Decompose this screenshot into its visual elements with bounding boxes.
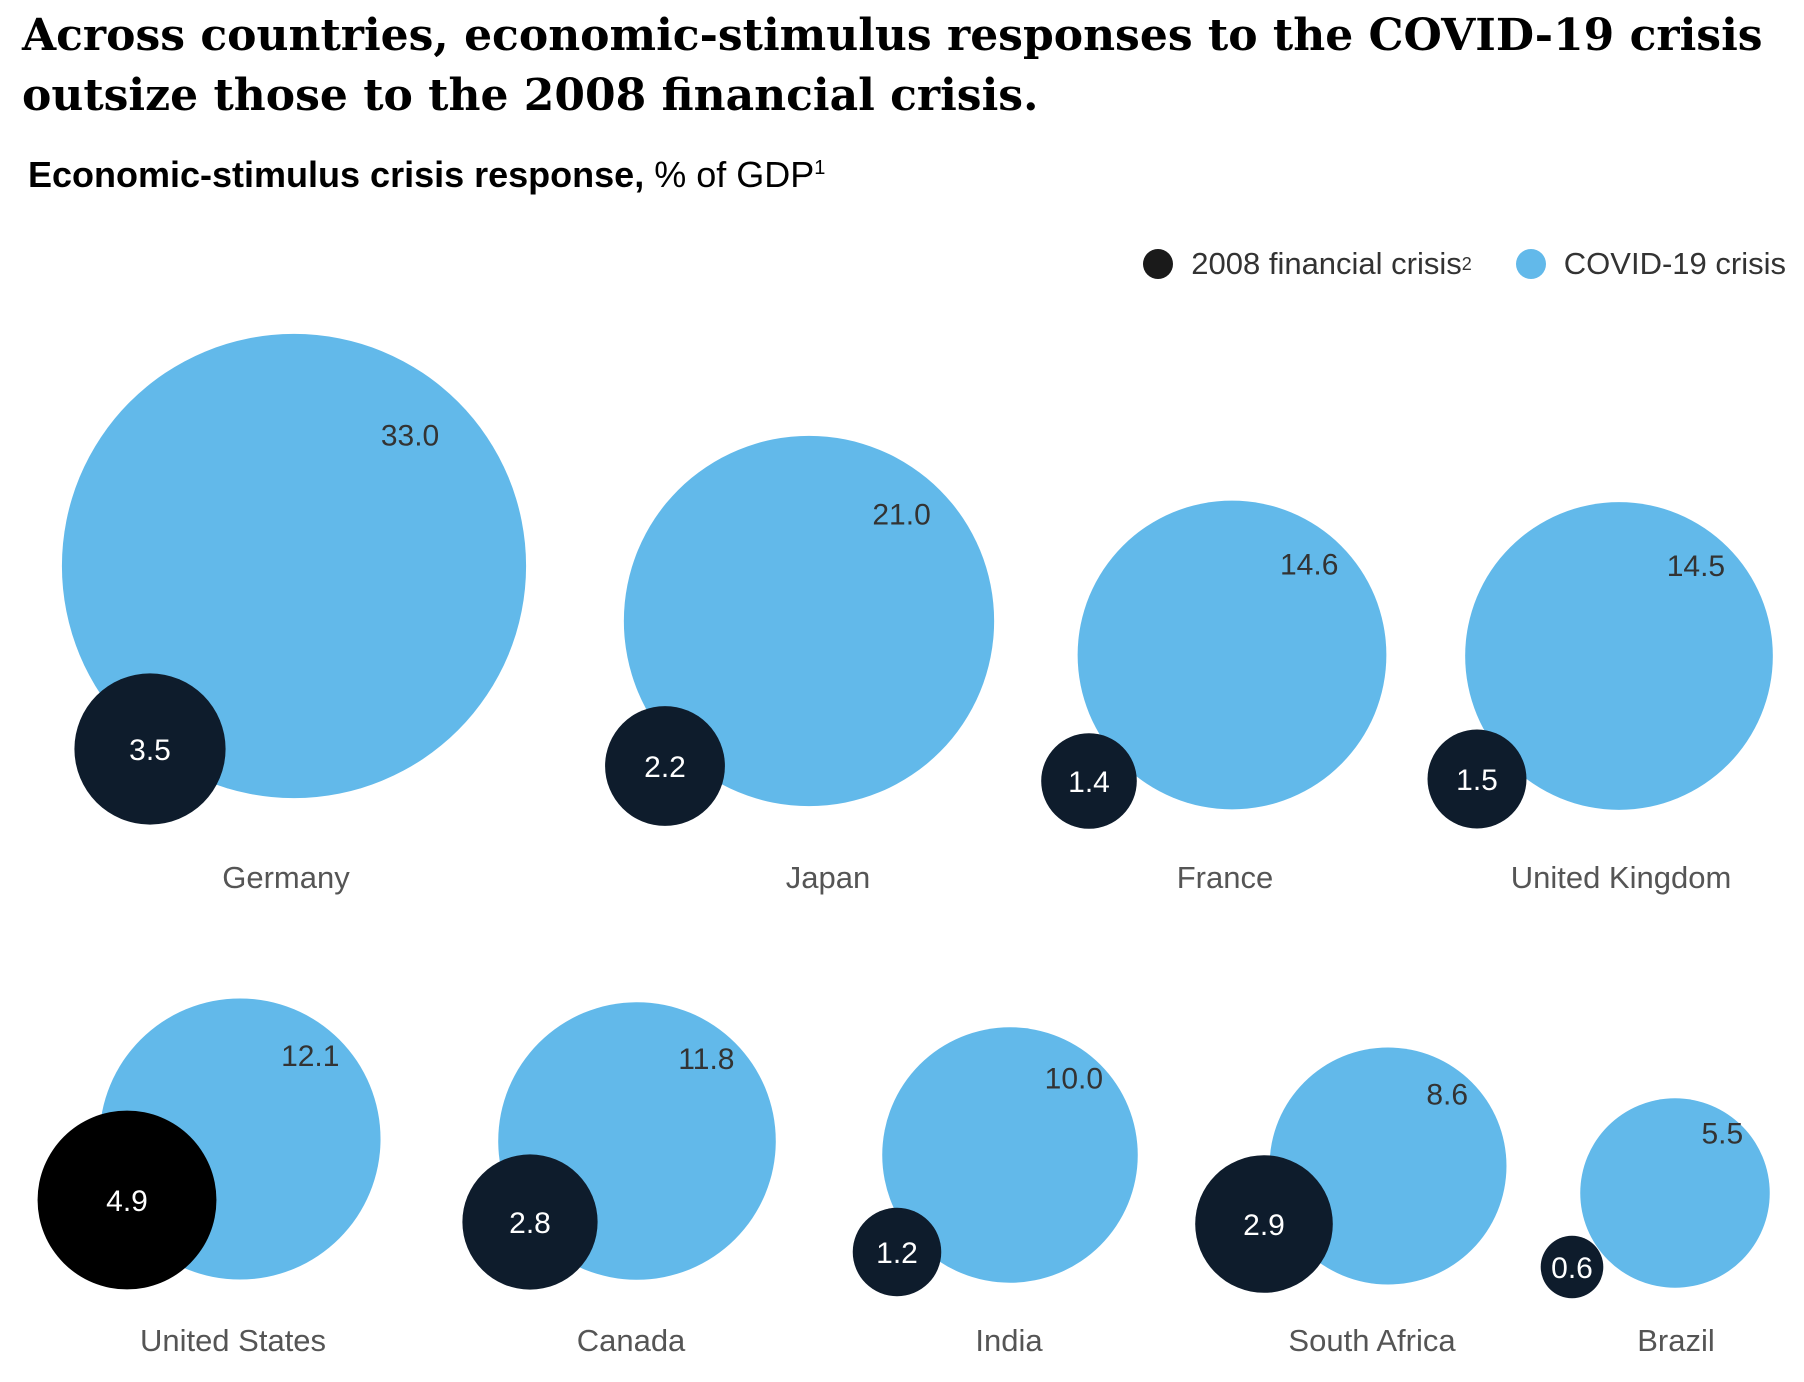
covid-value-label-germany: 33.0 [381,419,439,452]
legend: 2008 financial crisis 2 COVID-19 crisis [1099,246,1786,282]
covid-value-label-united-kingdom: 14.5 [1667,550,1725,583]
chart-subtitle: Economic-stimulus crisis response, % of … [28,154,825,196]
legend-dot-covid-icon [1515,249,1546,279]
financial-bubble-united-kingdom [1427,729,1527,829]
financial-value-label-brazil: 0.6 [1551,1252,1593,1285]
financial-value-label-france: 1.4 [1068,766,1110,799]
country-label-united-kingdom: United Kingdom [1511,860,1732,895]
financial-bubble-japan [605,706,725,826]
country-label-south-africa: South Africa [1288,1323,1456,1358]
financial-bubble-brazil [1540,1235,1604,1299]
country-group-japan: 21.0 2.2 Japan [605,435,995,895]
country-group-united-kingdom: 14.5 1.5 United Kingdom [1427,502,1773,895]
country-group-south-africa: 8.6 2.9 South Africa [1195,1047,1507,1358]
covid-value-label-japan: 21.0 [872,499,930,532]
country-label-france: France [1177,860,1273,895]
subtitle-unit: % of GDP [644,154,815,195]
covid-value-label-india: 10.0 [1045,1063,1103,1096]
covid-value-label-united-states: 12.1 [281,1040,339,1073]
financial-value-label-india: 1.2 [876,1237,918,1270]
country-label-brazil: Brazil [1637,1323,1715,1358]
country-group-india: 10.0 1.2 India [852,1027,1138,1358]
covid-value-label-france: 14.6 [1280,549,1338,582]
country-label-japan: Japan [786,860,870,895]
financial-value-label-united-states: 4.9 [106,1185,148,1218]
financial-bubble-france [1041,733,1137,829]
covid-bubble-japan [623,435,995,807]
country-group-canada: 11.8 2.8 Canada [462,1002,776,1358]
covid-bubble-india [882,1027,1138,1283]
subtitle-footnote: 1 [814,157,826,179]
country-label-canada: Canada [577,1323,686,1358]
financial-value-label-japan: 2.2 [644,751,686,784]
covid-value-label-canada: 11.8 [678,1043,734,1076]
covid-bubble-brazil [1580,1098,1770,1288]
legend-item-financial-crisis: 2008 financial crisis 2 [1143,246,1472,282]
country-label-india: India [975,1323,1043,1358]
legend-footnote: 2 [1461,253,1472,274]
chart-title: Across countries, economic-stimulus resp… [22,10,1763,121]
financial-value-label-germany: 3.5 [129,734,171,767]
legend-label-covid-crisis: COVID-19 crisis [1563,246,1786,281]
financial-bubble-india [852,1207,942,1297]
financial-bubble-canada [462,1154,598,1290]
financial-value-label-south-africa: 2.9 [1243,1209,1285,1242]
country-label-germany: Germany [222,860,350,895]
country-label-united-states: United States [140,1323,326,1358]
subtitle-metric: Economic-stimulus crisis response, [28,154,645,195]
country-group-brazil: 5.5 0.6 Brazil [1540,1098,1770,1358]
covid-bubble-united-kingdom [1465,502,1773,810]
covid-bubble-france [1077,500,1387,810]
country-group-germany: 33.0 3.5 Germany [61,333,527,895]
country-group-france: 14.6 1.4 France [1041,500,1387,895]
financial-value-label-canada: 2.8 [509,1207,551,1240]
financial-bubble-south-africa [1195,1155,1333,1293]
covid-value-label-south-africa: 8.6 [1426,1078,1468,1111]
financial-value-label-united-kingdom: 1.5 [1456,764,1498,797]
legend-item-covid-crisis: COVID-19 crisis [1515,246,1786,282]
covid-value-label-brazil: 5.5 [1702,1118,1744,1151]
legend-dot-financial-icon [1143,249,1174,279]
country-group-united-states: 12.1 4.9 United States [37,998,381,1358]
financial-bubble-united-states [37,1110,217,1290]
financial-bubble-germany [74,673,226,825]
legend-label-financial-crisis: 2008 financial crisis [1191,246,1462,281]
